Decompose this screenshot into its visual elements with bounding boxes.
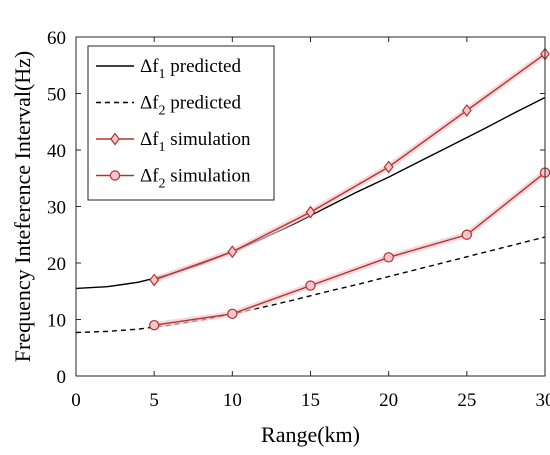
- y-tick-label: 30: [47, 198, 66, 219]
- axes-layer: 0 5 10 15 20 25 30 0 10 20 30 40 50 60: [47, 28, 550, 411]
- diamond-marker: [461, 103, 472, 117]
- y-axis-label: Frequency Inteference Interval(Hz): [10, 51, 35, 362]
- y-tick-label: 60: [47, 28, 66, 49]
- series-line: [153, 53, 546, 281]
- series-4: [148, 167, 550, 331]
- y-tick-label: 0: [57, 367, 67, 388]
- x-tick-label: 30: [536, 390, 550, 411]
- series-layer: [75, 47, 550, 334]
- y-tick-label: 40: [47, 141, 66, 162]
- series-2: [75, 236, 546, 334]
- legend-label: Δf1 predicted: [140, 56, 241, 82]
- x-tick-label: 20: [379, 390, 398, 411]
- legend-label: Δf2 predicted: [140, 93, 241, 119]
- legend-entry-1: Δf1 predicted: [96, 56, 241, 82]
- x-tick-label: 0: [71, 390, 81, 411]
- diamond-marker: [227, 245, 238, 259]
- series-line: [154, 172, 546, 326]
- circle-marker: [148, 319, 160, 331]
- series-line: [75, 236, 546, 334]
- legend-entry-4: Δf2 simulation: [96, 166, 251, 192]
- x-tick-label: 25: [457, 390, 476, 411]
- diamond-marker: [305, 205, 316, 219]
- circle-marker: [227, 308, 238, 320]
- diamond-marker: [383, 160, 394, 174]
- x-axis-label: Range(km): [261, 422, 360, 447]
- y-tick-label: 10: [47, 311, 66, 332]
- x-tick-label: 15: [301, 390, 320, 411]
- circle-marker: [461, 229, 473, 240]
- legend-entry-3: Δf1 simulation: [96, 129, 251, 155]
- circle-marker: [383, 252, 394, 263]
- circle-marker: [305, 280, 316, 291]
- diamond-marker: [149, 273, 160, 287]
- legend-label: Δf1 simulation: [140, 129, 251, 155]
- legend-entry-2: Δf2 predicted: [96, 93, 241, 119]
- legend: Δf1 predicted Δf2 predicted Δf1 simulation…: [87, 45, 275, 201]
- legend-circle-marker: [109, 170, 121, 181]
- legend-label: Δf2 simulation: [140, 166, 251, 192]
- legend-diamond-marker: [110, 132, 120, 146]
- series-3: [149, 47, 550, 287]
- x-tick-label: 5: [149, 390, 159, 411]
- x-tick-label: 10: [223, 390, 242, 411]
- y-tick-label: 20: [47, 254, 66, 275]
- y-tick-label: 50: [47, 85, 66, 106]
